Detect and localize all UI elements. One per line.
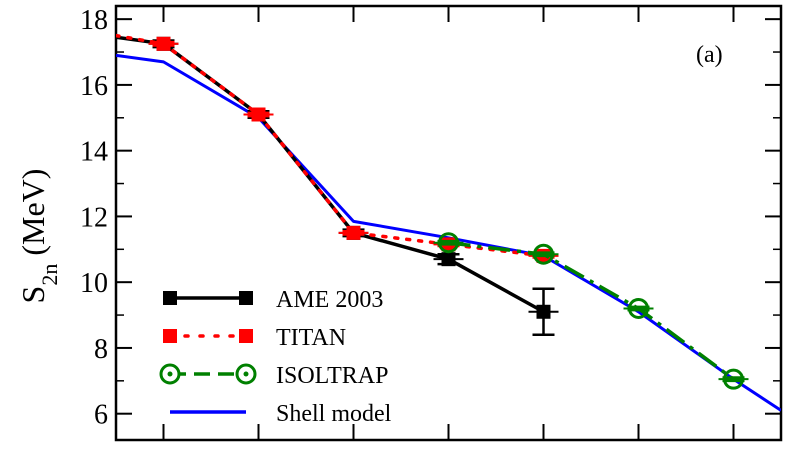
y-tick-label: 12 (80, 202, 108, 233)
legend-marker-ame-2003 (163, 291, 177, 305)
marker-titan (346, 225, 361, 240)
y-axis-label-sub: 2n (37, 264, 62, 286)
series-line-titan (116, 33, 546, 258)
panel-label: (a) (696, 42, 723, 68)
marker-titan (156, 36, 171, 51)
legend: AME 2003 TITAN ISOLTRAP Shell model (159, 287, 392, 427)
series-isoltrap (433, 232, 749, 390)
legend-marker-ame-2003 (239, 291, 253, 305)
y-tick-label: 6 (94, 400, 108, 431)
y-axis-label: S2n (MeV) (15, 169, 62, 304)
legend-marker-dot-isoltrap (243, 371, 249, 377)
y-axis-label-main: S (15, 286, 51, 304)
legend-marker-dot-isoltrap (167, 371, 173, 377)
series-titan (116, 33, 559, 263)
legend-label-ame-2003: AME 2003 (276, 287, 383, 313)
legend-label-isoltrap: ISOLTRAP (276, 363, 388, 389)
y-tick-label: 14 (80, 137, 108, 168)
axes-group: 6 8 10 12 14 16 18 (80, 4, 783, 442)
legend-marker-titan (163, 329, 177, 343)
y-tick-label: 10 (80, 268, 108, 299)
y-tick-label: 18 (80, 5, 108, 36)
legend-label-shell-model: Shell model (276, 401, 392, 427)
y-tick-label: 8 (94, 334, 108, 365)
marker-dot-isoltrap (636, 305, 641, 311)
marker-dot-isoltrap (446, 240, 451, 246)
marker-dot-isoltrap (541, 251, 546, 257)
y-tick-label: 16 (80, 71, 108, 102)
legend-item-shell-model: Shell model (170, 401, 392, 427)
legend-marker-titan (239, 329, 253, 343)
legend-item-titan: TITAN (163, 325, 346, 351)
marker-isoltrap (533, 243, 554, 265)
legend-item-isoltrap: ISOLTRAP (159, 363, 388, 389)
plot-frame (114, 4, 783, 442)
marker-isoltrap (628, 297, 649, 319)
series-line-isoltrap (448, 240, 735, 381)
marker-isoltrap (723, 368, 744, 390)
marker-titan (251, 107, 266, 122)
legend-item-ame-2003: AME 2003 (163, 287, 383, 313)
marker-dot-isoltrap (731, 376, 736, 382)
marker-ame-2003 (536, 304, 551, 319)
legend-label-titan: TITAN (276, 325, 346, 351)
marker-isoltrap (438, 232, 459, 254)
marker-ame-2003 (441, 252, 456, 267)
series-group (116, 33, 781, 412)
y-axis-label-unit: (MeV) (15, 169, 51, 264)
series-line-ame-2003 (116, 35, 545, 314)
